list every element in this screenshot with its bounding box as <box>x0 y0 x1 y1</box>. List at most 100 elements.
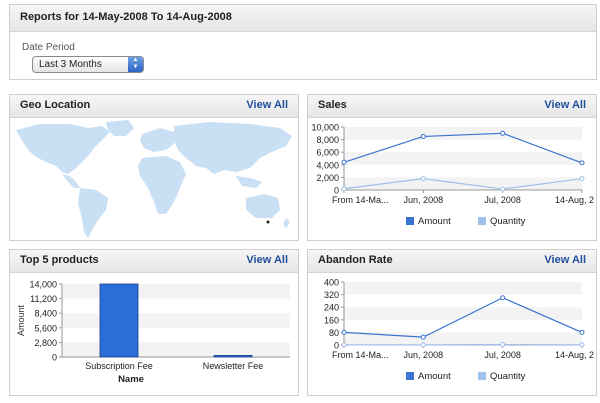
data-point-amount <box>420 133 426 139</box>
y-tick-label: 8,400 <box>34 309 57 319</box>
y-tick-label: 6,000 <box>316 148 339 158</box>
legend-swatch-amount <box>406 372 414 380</box>
series-line-amount <box>343 297 583 338</box>
date-period-label: Date Period <box>22 42 75 53</box>
grid-band <box>344 127 582 140</box>
data-point-quantity <box>341 186 347 192</box>
y-axis-label: Amount <box>16 304 26 336</box>
legend-swatch-quantity <box>478 372 486 380</box>
y-tick-label: 14,000 <box>29 280 57 290</box>
date-period-select[interactable]: Last 3 Months ▲ ▼ <box>32 56 144 73</box>
data-point-amount <box>420 334 426 340</box>
grid-band <box>62 313 290 328</box>
abandon-rate-header: Abandon Rate View All <box>308 250 596 273</box>
legend-label-quantity: Quantity <box>490 371 526 382</box>
sales-title: Sales <box>318 99 347 111</box>
top-products-view-all-link[interactable]: View All <box>246 254 288 266</box>
data-point-quantity <box>420 342 426 348</box>
map-central-america <box>62 174 80 188</box>
grid-band <box>344 282 582 295</box>
data-point-quantity <box>579 342 585 348</box>
geo-location-header: Geo Location View All <box>10 95 298 118</box>
map-north-america <box>16 124 110 174</box>
x-tick-label: From 14-Ma... <box>332 350 389 360</box>
data-point-quantity <box>341 342 347 348</box>
report-header-bar: Reports for 14-May-2008 To 14-Aug-2008 <box>10 5 596 32</box>
grid-band <box>62 284 290 299</box>
series-line-quantity <box>343 178 583 190</box>
map-asia <box>174 122 292 174</box>
date-period-value: Last 3 Months <box>39 59 102 70</box>
sales-panel: Sales View All 10,000 8,000 6,000 4,000 2,00… <box>307 94 597 241</box>
geo-location-title: Geo Location <box>20 99 91 111</box>
y-tick-label: 80 <box>329 328 339 338</box>
data-point-amount <box>579 329 585 335</box>
y-tick-label: 2,800 <box>34 338 57 348</box>
top-products-header: Top 5 products View All <box>10 250 298 273</box>
top-products-panel: Top 5 products View All 14,000 11,200 8,40… <box>9 249 299 396</box>
map-greenland <box>106 120 134 136</box>
map-europe <box>140 128 176 152</box>
x-axis-label: Name <box>118 374 144 385</box>
map-location-marker <box>266 220 270 224</box>
abandon-rate-panel: Abandon Rate View All 400 320 240 160 80 0 Fro… <box>307 249 597 396</box>
geo-location-panel: Geo Location View All <box>9 94 299 241</box>
legend-swatch-amount <box>406 217 414 225</box>
sales-header: Sales View All <box>308 95 596 118</box>
y-tick-label: 320 <box>324 290 339 300</box>
abandon-rate-title: Abandon Rate <box>318 254 393 266</box>
legend-swatch-quantity <box>478 217 486 225</box>
x-tick-label: Jun, 2008 <box>404 195 444 205</box>
map-southeast-asia <box>236 176 262 188</box>
bar-2 <box>213 355 253 358</box>
top-products-title: Top 5 products <box>20 254 99 266</box>
data-point-quantity <box>500 342 506 348</box>
x-tick-label: From 14-Ma... <box>332 195 389 205</box>
y-tick-label: 4,000 <box>316 160 339 170</box>
x-tick-label: 14-Aug, 2 <box>555 350 594 360</box>
x-tick-label: Newsletter Fee <box>203 361 264 371</box>
top-products-chart: 14,000 11,200 8,400 5,600 2,800 0 Subscription… <box>16 280 290 385</box>
grid-band <box>344 164 582 178</box>
report-title: Reports for 14-May-2008 To 14-Aug-2008 <box>20 11 232 23</box>
x-tick-label: Jul, 2008 <box>484 195 521 205</box>
geo-view-all-link[interactable]: View All <box>246 99 288 111</box>
sales-view-all-link[interactable]: View All <box>544 99 586 111</box>
x-tick-label: 14-Aug, 2 <box>555 195 594 205</box>
map-australia <box>246 194 280 218</box>
x-tick-label: Jul, 2008 <box>484 350 521 360</box>
abandon-view-all-link[interactable]: View All <box>544 254 586 266</box>
y-tick-label: 11,200 <box>30 294 57 304</box>
y-tick-label: 0 <box>334 186 339 196</box>
map-south-america <box>78 188 108 238</box>
y-tick-label: 2,000 <box>316 173 339 183</box>
grid-band <box>344 294 582 308</box>
y-tick-label: 8,000 <box>316 135 339 145</box>
y-tick-label: 0 <box>52 353 57 363</box>
report-header-panel: Reports for 14-May-2008 To 14-Aug-2008 D… <box>9 4 597 80</box>
data-point-quantity <box>579 176 585 182</box>
data-point-quantity <box>420 176 426 182</box>
y-tick-label: 160 <box>324 315 339 325</box>
y-tick-label: 400 <box>324 278 339 288</box>
bar-1 <box>99 283 139 358</box>
select-arrows-icon: ▲ ▼ <box>128 57 143 72</box>
grid-band <box>344 152 582 165</box>
map-new-zealand <box>283 218 290 228</box>
data-point-quantity <box>500 186 506 192</box>
data-point-amount <box>500 295 506 301</box>
y-tick-label: 10,000 <box>311 123 339 133</box>
data-point-amount <box>341 159 347 165</box>
legend-label-amount: Amount <box>418 216 451 227</box>
grid-band <box>62 342 290 357</box>
legend-label-quantity: Quantity <box>490 216 526 227</box>
series-line-amount <box>343 132 583 164</box>
legend-label-amount: Amount <box>418 371 451 382</box>
grid-band <box>62 298 290 314</box>
grid-band <box>344 307 582 320</box>
x-tick-label: Subscription Fee <box>85 361 153 371</box>
y-tick-label: 5,600 <box>34 323 57 333</box>
x-tick-label: Jun, 2008 <box>404 350 444 360</box>
